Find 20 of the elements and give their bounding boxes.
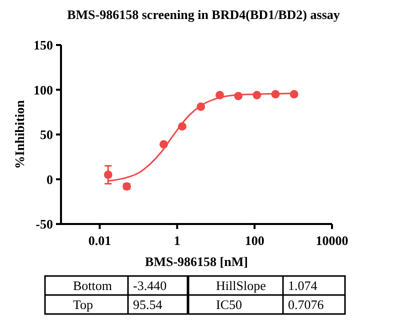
x-tick-label: 1 [174,233,180,248]
text: HillSlope [216,278,266,293]
x-tick-label: 100 [244,233,264,248]
text: 95.54 [133,297,163,312]
y-tick-label: 50 [40,127,53,142]
text: IC50 [216,297,242,312]
x-tick-label: 10000 [316,233,348,248]
x-axis-title: BMS-986158 [nM] [145,254,248,269]
x-tick-label: 0.01 [88,233,112,248]
chart-title: BMS-986158 screening in BRD4(BD1/BD2) assay [67,7,340,22]
y-tick-label: 100 [34,82,53,98]
text: -3.440 [133,278,167,293]
y-tick-label: -50 [36,216,53,232]
y-tick-label: 0 [46,172,53,187]
text: Bottom [73,278,112,293]
text: 1.074 [288,278,318,293]
y-tick-label: 150 [34,38,53,53]
y-axis-title: %Inhibition [12,99,27,169]
text: 0.7076 [288,297,324,312]
text: Top [73,297,94,312]
